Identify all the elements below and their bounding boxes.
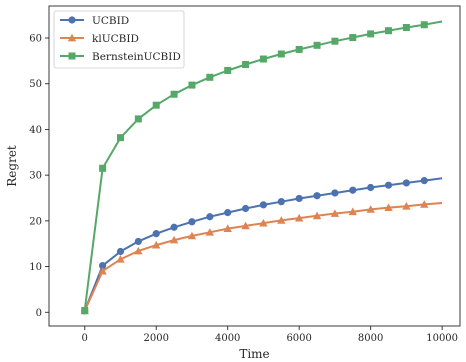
data-point-klucbid: [152, 240, 161, 249]
x-tick-label: 6000: [286, 333, 311, 344]
data-point-ucbid: [134, 237, 142, 246]
x-axis-title: Time: [239, 347, 269, 361]
legend-marker-bernsteinucbid: [68, 52, 76, 60]
data-point-ucbid: [420, 177, 428, 185]
data-point-klucbid: [402, 202, 411, 210]
data-point-ucbid: [367, 183, 375, 192]
data-point-ucbid: [224, 209, 232, 217]
data-point-bernsteinucbid: [224, 66, 232, 74]
data-point-klucbid: [330, 209, 340, 217]
data-point-klucbid: [134, 246, 143, 255]
y-tick-label: 50: [29, 79, 42, 90]
data-point-ucbid: [349, 186, 357, 194]
data-point-klucbid: [277, 216, 286, 224]
data-point-bernsteinucbid: [170, 90, 178, 98]
data-point-klucbid: [420, 200, 429, 208]
data-point-bernsteinucbid: [259, 55, 267, 63]
data-point-klucbid: [98, 266, 107, 275]
y-tick-label: 40: [29, 125, 42, 136]
data-point-bernsteinucbid: [152, 101, 160, 109]
data-point-ucbid: [313, 192, 321, 200]
data-point-bernsteinucbid: [206, 73, 214, 81]
y-tick-label: 30: [29, 171, 42, 182]
y-axis-title: Regret: [5, 145, 19, 187]
data-point-klucbid: [223, 224, 232, 232]
data-point-klucbid: [366, 205, 375, 213]
data-point-ucbid: [277, 198, 285, 206]
x-tick-label: 8000: [358, 333, 383, 344]
data-point-ucbid: [384, 181, 393, 189]
data-point-ucbid: [206, 213, 214, 221]
data-point-klucbid: [348, 207, 357, 216]
data-point-ucbid: [295, 194, 303, 203]
data-point-ucbid: [99, 262, 107, 270]
data-point-ucbid: [241, 204, 250, 213]
data-point-ucbid: [331, 189, 339, 197]
data-point-klucbid: [116, 255, 125, 263]
x-tick-label: 4000: [215, 333, 240, 344]
data-point-bernsteinucbid: [349, 34, 357, 42]
legend-entries: UCBID klUCBID BernsteinUCBID: [60, 15, 181, 63]
legend-marker-ucbid: [68, 16, 76, 24]
data-point-ucbid: [188, 218, 196, 226]
data-point-ucbid: [259, 201, 268, 209]
data-point-bernsteinucbid: [331, 37, 339, 45]
series-markers: [80, 21, 429, 315]
legend-label-bernsteinucbid: BernsteinUCBID: [92, 51, 181, 63]
data-point-klucbid: [187, 231, 197, 240]
legend-box: [53, 10, 185, 69]
data-point-ucbid: [170, 223, 178, 231]
legend: UCBID klUCBID BernsteinUCBID: [53, 10, 185, 69]
data-point-bernsteinucbid: [385, 27, 393, 35]
x-tick-label: 10000: [426, 333, 458, 344]
data-point-bernsteinucbid: [295, 45, 303, 53]
data-point-klucbid: [241, 221, 250, 230]
data-point-bernsteinucbid: [242, 61, 250, 69]
data-point-klucbid: [205, 228, 215, 236]
data-point-klucbid: [259, 218, 268, 227]
data-point-klucbid: [294, 213, 304, 222]
legend-label-ucbid: UCBID: [92, 15, 129, 27]
data-point-bernsteinucbid: [277, 50, 285, 58]
data-point-bernsteinucbid: [134, 115, 142, 123]
y-tick-label: 20: [29, 216, 42, 227]
data-point-bernsteinucbid: [188, 81, 196, 89]
legend-label-klucbid: klUCBID: [92, 33, 139, 45]
data-point-bernsteinucbid: [116, 134, 124, 142]
axis-ticks: 0 2000 4000 6000 8000 10000 0 10 20 30 40 50 60: [29, 34, 458, 345]
data-point-ucbid: [402, 179, 410, 187]
data-point-klucbid: [384, 203, 393, 211]
data-point-klucbid: [169, 235, 179, 244]
data-point-ucbid: [152, 230, 160, 238]
data-point-bernsteinucbid: [420, 21, 428, 29]
data-point-bernsteinucbid: [313, 41, 321, 49]
y-tick-label: 0: [36, 308, 42, 319]
y-tick-label: 60: [29, 34, 42, 45]
x-tick-label: 2000: [143, 333, 168, 344]
x-tick-label: 0: [82, 333, 88, 344]
data-point-ucbid: [116, 247, 125, 256]
data-point-bernsteinucbid: [367, 30, 375, 38]
data-point-bernsteinucbid: [99, 164, 107, 172]
data-point-bernsteinucbid: [81, 306, 89, 314]
data-point-bernsteinucbid: [402, 23, 410, 31]
y-tick-label: 10: [29, 262, 42, 273]
legend-marker-klucbid: [67, 33, 77, 42]
data-point-klucbid: [312, 211, 322, 220]
